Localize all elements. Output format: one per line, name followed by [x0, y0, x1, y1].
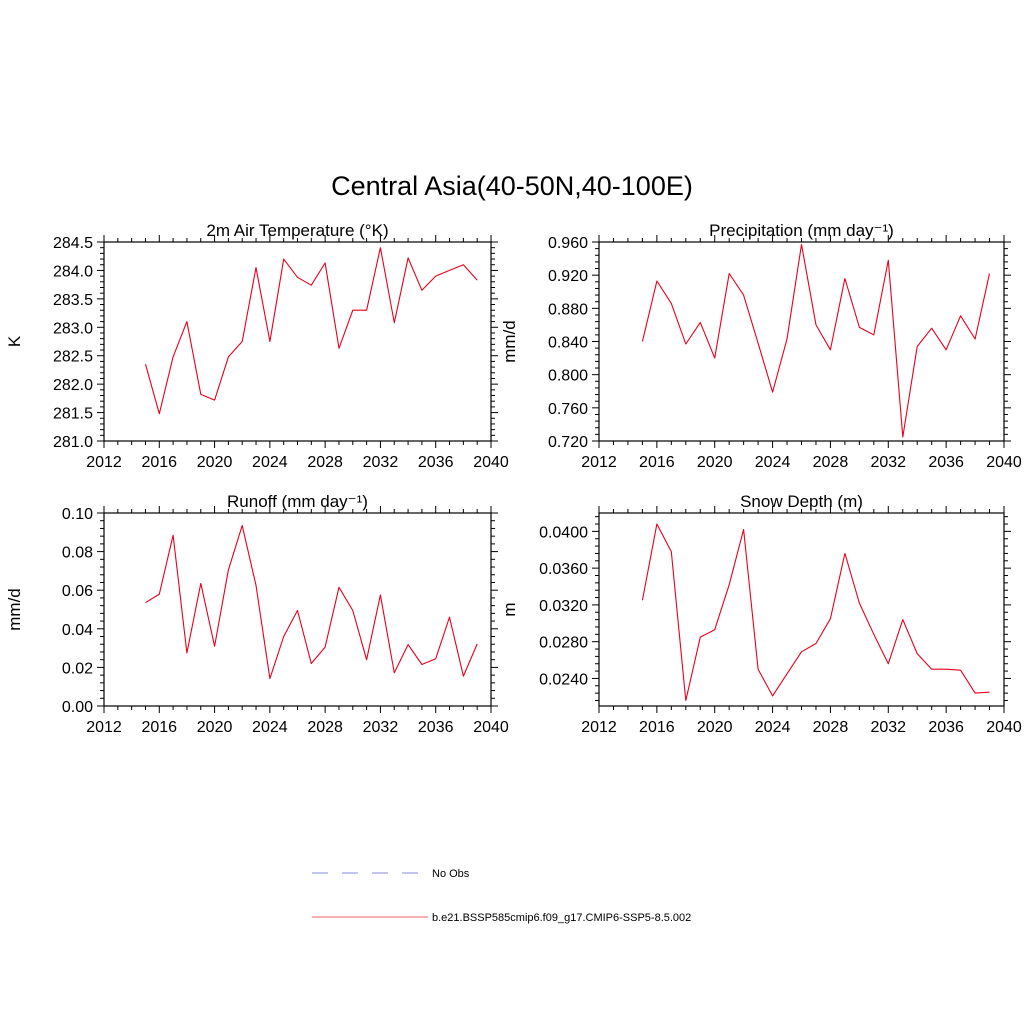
y-tick-label: 0.920: [548, 268, 588, 285]
x-tick-label: 2036: [418, 719, 454, 736]
y-axis-label: K: [5, 335, 24, 347]
x-tick-label: 2012: [86, 454, 122, 471]
x-tick-label: 2024: [252, 454, 288, 471]
y-tick-label: 0.0320: [539, 598, 588, 615]
y-tick-label: 0.720: [548, 434, 588, 451]
x-tick-label: 2036: [928, 454, 964, 471]
y-tick-label: 0.00: [62, 699, 93, 716]
x-tick-label: 2016: [639, 454, 675, 471]
y-tick-label: 0.0280: [539, 635, 588, 652]
chart-panel-snow-depth: Snow Depth (m) m 2012 2016 2020 2024 2028 2032 2…: [500, 492, 1022, 736]
y-tick-label: 0.06: [62, 583, 93, 600]
x-tick-label: 2040: [986, 454, 1022, 471]
y-tick-label: 284.5: [53, 235, 93, 252]
x-tick-label: 2024: [755, 454, 791, 471]
y-axis-label: m: [500, 602, 519, 616]
chart-panel-precipitation: Precipitation (mm day⁻¹) mm/d 2012 2016 2020…: [500, 221, 1022, 471]
y-tick-label: 281.5: [53, 406, 93, 423]
x-tick-label: 2020: [697, 719, 733, 736]
panels-group: 2m Air Temperature (°K) K 2012 2016 2020 2024…: [5, 221, 1022, 736]
y-tick-label: 0.760: [548, 401, 588, 418]
series-line-snow-depth: [641, 523, 990, 702]
x-tick-label: 2028: [813, 719, 849, 736]
x-tick-label: 2032: [363, 719, 399, 736]
plot-frame: [103, 241, 492, 442]
chart-panel-air-temperature: 2m Air Temperature (°K) K 2012 2016 2020 2024…: [5, 221, 509, 471]
x-tick-label: 2028: [813, 454, 849, 471]
y-tick-label: 0.800: [548, 368, 588, 385]
x-tick-label: 2016: [141, 719, 177, 736]
series-line-precipitation: [641, 243, 991, 438]
x-tick-label: 2040: [473, 454, 509, 471]
x-tick-label: 2028: [307, 454, 343, 471]
x-tick-label: 2032: [870, 454, 906, 471]
y-tick-label: 284.0: [53, 263, 93, 280]
chart-panel-runoff: Runoff (mm day⁻¹) mm/d 2012 2016 2020 2024 202…: [5, 492, 509, 736]
x-tick-label: 2040: [986, 719, 1022, 736]
x-tick-label: 2028: [307, 719, 343, 736]
legend: No Obs b.e21.BSSP585cmip6.f09_g17.CMIP6-…: [312, 868, 691, 924]
x-tick-label: 2040: [473, 719, 509, 736]
y-axis-label: mm/d: [500, 320, 519, 363]
series-line-runoff: [145, 524, 478, 680]
plot-frame: [598, 241, 1005, 442]
panel-title-air-temperature: 2m Air Temperature (°K): [206, 221, 388, 240]
x-tick-label: 2032: [363, 454, 399, 471]
y-tick-label: 0.840: [548, 335, 588, 352]
figure-title: Central Asia(40-50N,40-100E): [331, 171, 693, 201]
y-tick-label: 282.0: [53, 377, 93, 394]
panel-title-runoff: Runoff (mm day⁻¹): [227, 492, 368, 511]
plot-frame: [598, 512, 1005, 707]
y-tick-label: 0.02: [62, 660, 93, 677]
panel-title-precipitation: Precipitation (mm day⁻¹): [709, 221, 894, 240]
legend-label-no-obs: No Obs: [432, 868, 470, 880]
x-tick-label: 2036: [418, 454, 454, 471]
y-tick-label: 283.5: [53, 292, 93, 309]
y-tick-label: 0.10: [62, 506, 93, 523]
x-tick-label: 2020: [197, 719, 233, 736]
y-tick-label: 0.04: [62, 622, 93, 639]
x-tick-label: 2016: [141, 454, 177, 471]
y-tick-label: 0.0240: [539, 671, 588, 688]
x-tick-label: 2036: [928, 719, 964, 736]
legend-label-model: b.e21.BSSP585cmip6.f09_g17.CMIP6-SSP5-8.…: [432, 912, 691, 924]
y-tick-label: 0.960: [548, 235, 588, 252]
plot-frame: [103, 512, 492, 707]
panel-title-snow-depth: Snow Depth (m): [740, 492, 863, 511]
x-tick-label: 2024: [252, 719, 288, 736]
y-tick-label: 0.0400: [539, 524, 588, 541]
x-tick-label: 2020: [697, 454, 733, 471]
y-tick-label: 281.0: [53, 434, 93, 451]
y-tick-label: 282.5: [53, 349, 93, 366]
series-line-air-temperature: [144, 247, 478, 415]
x-tick-label: 2012: [581, 719, 617, 736]
x-tick-label: 2032: [870, 719, 906, 736]
y-tick-label: 283.0: [53, 320, 93, 337]
y-axis-label: mm/d: [5, 588, 24, 631]
x-tick-label: 2020: [197, 454, 233, 471]
y-tick-label: 0.0360: [539, 561, 588, 578]
x-tick-label: 2016: [639, 719, 675, 736]
x-tick-label: 2012: [581, 454, 617, 471]
y-tick-label: 0.880: [548, 301, 588, 318]
y-tick-label: 0.08: [62, 545, 93, 562]
x-tick-label: 2012: [86, 719, 122, 736]
x-tick-label: 2024: [755, 719, 791, 736]
